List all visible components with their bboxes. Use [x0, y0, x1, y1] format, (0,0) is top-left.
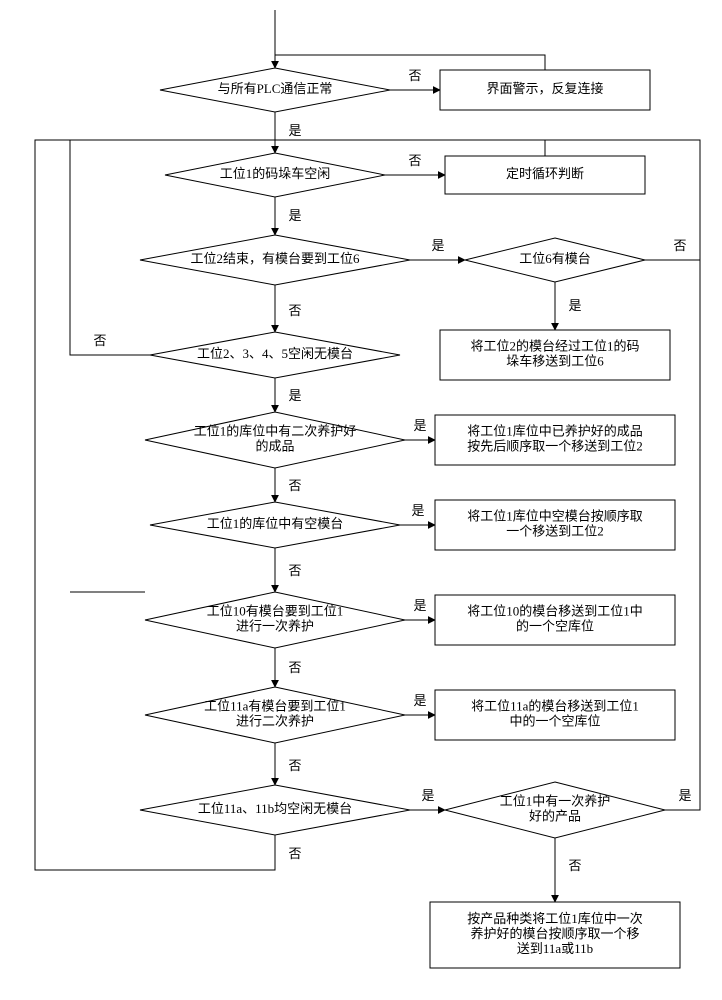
- edge-label: 是: [568, 298, 581, 313]
- process-r3: 将工位2的模台经过工位1的码垛车移送到工位6: [440, 330, 670, 380]
- node-text: 工位1的库位中有二次养护好: [194, 423, 357, 438]
- decision-d3b: 工位6有模台: [465, 238, 645, 282]
- node-text: 工位2、3、4、5空闲无模台: [197, 346, 353, 361]
- edge-label: 否: [288, 846, 301, 861]
- edge-label: 是: [678, 788, 691, 803]
- process-r1: 界面警示，反复连接: [440, 70, 650, 110]
- node-text: 按先后顺序取一个移送到工位2: [467, 438, 643, 453]
- process-r8: 将工位11a的模台移送到工位1中的一个空库位: [435, 690, 675, 740]
- node-text: 工位1的库位中有空模台: [207, 516, 344, 531]
- node-text: 工位1中有一次养护: [500, 793, 611, 808]
- node-text: 一个移送到工位2: [506, 523, 604, 538]
- edge-label: 是: [288, 388, 301, 403]
- edge-label: 是: [413, 693, 426, 708]
- node-text: 按产品种类将工位1库位中一次: [467, 911, 643, 926]
- node-text: 将工位11a的模台移送到工位1: [471, 698, 639, 713]
- node-text: 将工位2的模台经过工位1的码: [470, 338, 639, 353]
- node-text: 好的产品: [529, 808, 581, 823]
- node-text: 进行二次养护: [236, 713, 314, 728]
- edge-label: 是: [413, 598, 426, 613]
- node-text: 垛车移送到工位6: [506, 353, 604, 368]
- node-text: 工位11a有模台要到工位1: [204, 698, 346, 713]
- edge-label: 否: [288, 660, 301, 675]
- decision-d6: 工位1的库位中有空模台: [150, 502, 400, 548]
- decision-d3: 工位2结束，有模台要到工位6: [140, 235, 410, 285]
- edge-label: 是: [431, 238, 444, 253]
- decision-d10: 工位1中有一次养护好的产品: [445, 782, 665, 838]
- process-r6: 将工位1库位中空模台按顺序取一个移送到工位2: [435, 500, 675, 550]
- edge-label: 是: [411, 503, 424, 518]
- edge-label: 是: [288, 123, 301, 138]
- node-text: 工位10有模台要到工位1: [207, 603, 344, 618]
- node-text: 中的一个空库位: [509, 713, 600, 728]
- node-text: 将工位1库位中已养护好的成品: [467, 423, 643, 438]
- node-text: 的一个空库位: [516, 618, 594, 633]
- edge-label: 否: [408, 68, 421, 83]
- node-text: 工位11a、11b均空闲无模台: [198, 801, 352, 816]
- process-r10: 按产品种类将工位1库位中一次养护好的模台按顺序取一个移送到11a或11b: [430, 902, 680, 968]
- edge-label: 否: [288, 758, 301, 773]
- decision-d5: 工位1的库位中有二次养护好的成品: [145, 412, 405, 468]
- edge-label: 否: [288, 303, 301, 318]
- decision-d8: 工位11a有模台要到工位1进行二次养护: [145, 687, 405, 743]
- node-text: 养护好的模台按顺序取一个移: [470, 926, 639, 941]
- node-text: 与所有PLC通信正常: [218, 81, 333, 96]
- node-text: 的成品: [255, 438, 294, 453]
- node-text: 工位1的码垛车空闲: [220, 166, 331, 181]
- decision-d7: 工位10有模台要到工位1进行一次养护: [145, 592, 405, 648]
- edge-label: 否: [568, 858, 581, 873]
- edge-label: 否: [93, 333, 106, 348]
- edge-label: 是: [413, 418, 426, 433]
- edge-label: 否: [288, 478, 301, 493]
- edge-label: 否: [673, 238, 686, 253]
- decision-d1: 与所有PLC通信正常: [160, 68, 390, 112]
- process-r5: 将工位1库位中已养护好的成品按先后顺序取一个移送到工位2: [435, 415, 675, 465]
- node-text: 工位6有模台: [519, 251, 591, 266]
- node-text: 定时循环判断: [506, 166, 584, 181]
- decision-d9: 工位11a、11b均空闲无模台: [140, 785, 410, 835]
- edge-label: 否: [408, 153, 421, 168]
- node-text: 工位2结束，有模台要到工位6: [190, 251, 360, 266]
- node-text: 将工位10的模台移送到工位1中: [467, 603, 643, 618]
- edge-label: 是: [288, 208, 301, 223]
- process-r7: 将工位10的模台移送到工位1中的一个空库位: [435, 595, 675, 645]
- node-text: 送到11a或11b: [517, 941, 593, 956]
- process-r2: 定时循环判断: [445, 156, 645, 194]
- edge-label: 是: [421, 788, 434, 803]
- node-text: 界面警示，反复连接: [486, 81, 603, 96]
- edge-label: 否: [288, 563, 301, 578]
- decision-d4: 工位2、3、4、5空闲无模台: [150, 332, 400, 378]
- node-text: 将工位1库位中空模台按顺序取: [467, 508, 643, 523]
- node-text: 进行一次养护: [236, 618, 314, 633]
- decision-d2: 工位1的码垛车空闲: [165, 153, 385, 197]
